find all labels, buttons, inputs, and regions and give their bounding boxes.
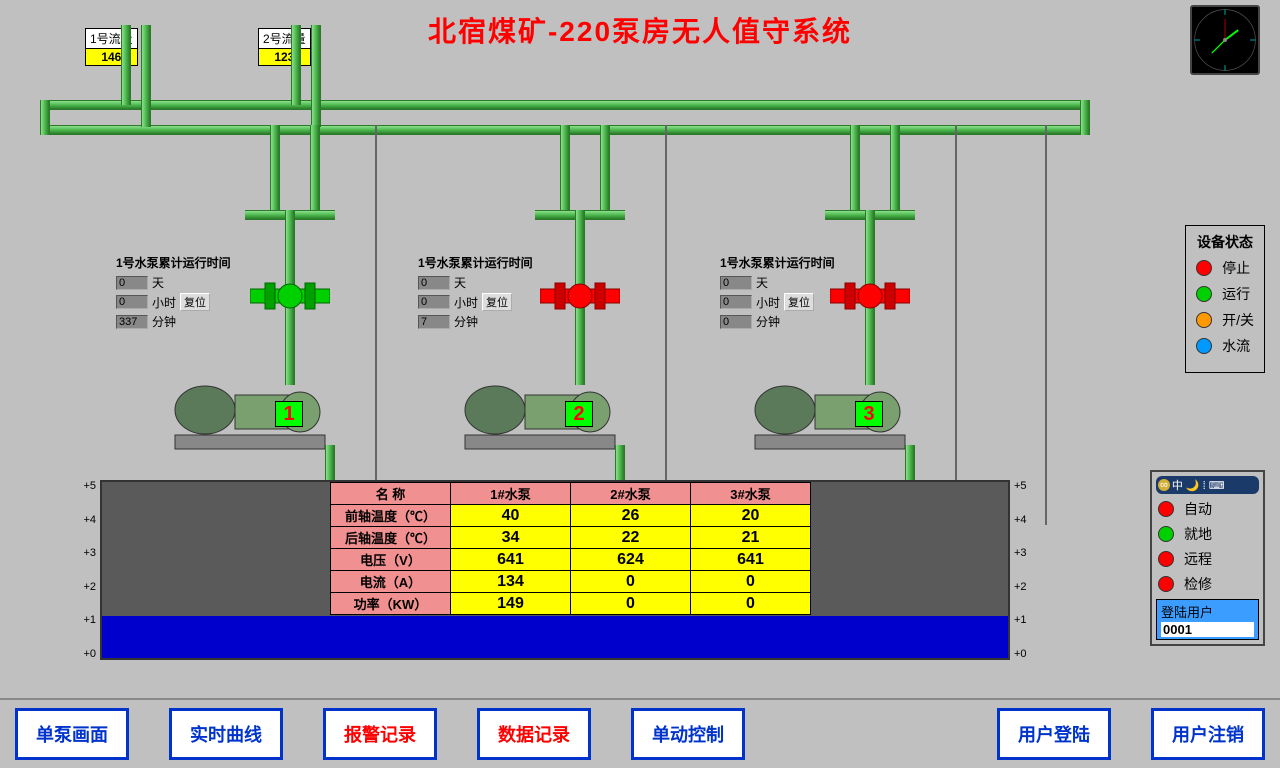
table-header: 3#水泵 [691,483,811,505]
table-row: 前轴温度（℃）402620 [331,505,811,527]
status-dot-icon [1196,260,1212,276]
legend-item: 水流 [1196,336,1254,356]
mode-dot-icon [1158,576,1174,592]
legend-item: 停止 [1196,258,1254,278]
status-dot-icon [1196,286,1212,302]
runtime-minutes: 337 [116,315,148,329]
reset-button[interactable]: 复位 [482,293,512,311]
table-row: 电流（A）13400 [331,571,811,593]
nav-button[interactable]: 用户登陆 [997,708,1111,760]
pump1-number: 1 [275,401,303,427]
runtime-panel-3: 1号水泵累计运行时间0天0小时复位0分钟 [720,254,835,332]
legend-item: 开/关 [1196,310,1254,330]
pump1-valve [250,281,330,311]
reset-button[interactable]: 复位 [784,293,814,311]
analog-clock [1190,5,1260,75]
login-user-box: 登陆用户 0001 [1156,599,1259,640]
runtime-title: 1号水泵累计运行时间 [116,254,231,271]
mode-item: 检修 [1158,574,1257,594]
mode-item: 就地 [1158,524,1257,544]
runtime-hours: 0 [116,295,148,309]
mode-item: 远程 [1158,549,1257,569]
runtime-days: 0 [116,276,148,290]
runtime-panel-2: 1号水泵累计运行时间0天0小时复位7分钟 [418,254,533,332]
ime-indicator: ∞ 中 🌙 ⁞ ⌨ [1156,476,1259,494]
pump2-number: 2 [565,401,593,427]
pump2-valve [540,281,620,311]
runtime-hours: 0 [720,295,752,309]
pump1-body [165,375,335,455]
nav-button[interactable]: 单动控制 [631,708,745,760]
runtime-minutes: 7 [418,315,450,329]
tank-scale-right: +5+4+3+2+1+0 [1014,480,1038,660]
mode-panel: ∞ 中 🌙 ⁞ ⌨ 自动就地远程检修 登陆用户 0001 [1150,470,1265,646]
pump2-body [455,375,625,455]
runtime-title: 1号水泵累计运行时间 [720,254,835,271]
pump-data-table: 名 称1#水泵2#水泵3#水泵 前轴温度（℃）402620后轴温度（℃）3422… [330,482,811,615]
nav-button[interactable]: 用户注销 [1151,708,1265,760]
mode-dot-icon [1158,526,1174,542]
legend-title: 设备状态 [1196,232,1254,252]
runtime-panel-1: 1号水泵累计运行时间0天0小时复位337分钟 [116,254,231,332]
runtime-title: 1号水泵累计运行时间 [418,254,533,271]
runtime-days: 0 [720,276,752,290]
nav-button-bar: 单泵画面实时曲线报警记录数据记录单动控制 用户登陆用户注销 [0,698,1280,768]
tank-scale-left: +5+4+3+2+1+0 [72,480,96,660]
login-user-value: 0001 [1161,622,1254,637]
runtime-hours: 0 [418,295,450,309]
tank-water-level [102,616,1008,658]
table-row: 功率（KW）14900 [331,593,811,615]
mode-dot-icon [1158,551,1174,567]
pump3-number: 3 [855,401,883,427]
pump3-valve [830,281,910,311]
table-row: 电压（V）641624641 [331,549,811,571]
table-header: 名 称 [331,483,451,505]
nav-button[interactable]: 报警记录 [323,708,437,760]
flow-meter-2: 2号流量123 [258,28,311,66]
table-row: 后轴温度（℃）342221 [331,527,811,549]
page-title: 北宿煤矿-220泵房无人值守系统 [428,10,852,50]
status-dot-icon [1196,338,1212,354]
status-legend: 设备状态 停止运行开/关水流 [1185,225,1265,373]
status-dot-icon [1196,312,1212,328]
mode-dot-icon [1158,501,1174,517]
table-header: 2#水泵 [571,483,691,505]
reset-button[interactable]: 复位 [180,293,210,311]
mode-item: 自动 [1158,499,1257,519]
legend-item: 运行 [1196,284,1254,304]
pump3-body [745,375,915,455]
flow-meter-value: 123 [259,49,310,65]
nav-button[interactable]: 数据记录 [477,708,591,760]
nav-button[interactable]: 实时曲线 [169,708,283,760]
runtime-minutes: 0 [720,315,752,329]
nav-button[interactable]: 单泵画面 [15,708,129,760]
runtime-days: 0 [418,276,450,290]
flow-meter-label: 2号流量 [259,29,310,49]
table-header: 1#水泵 [451,483,571,505]
